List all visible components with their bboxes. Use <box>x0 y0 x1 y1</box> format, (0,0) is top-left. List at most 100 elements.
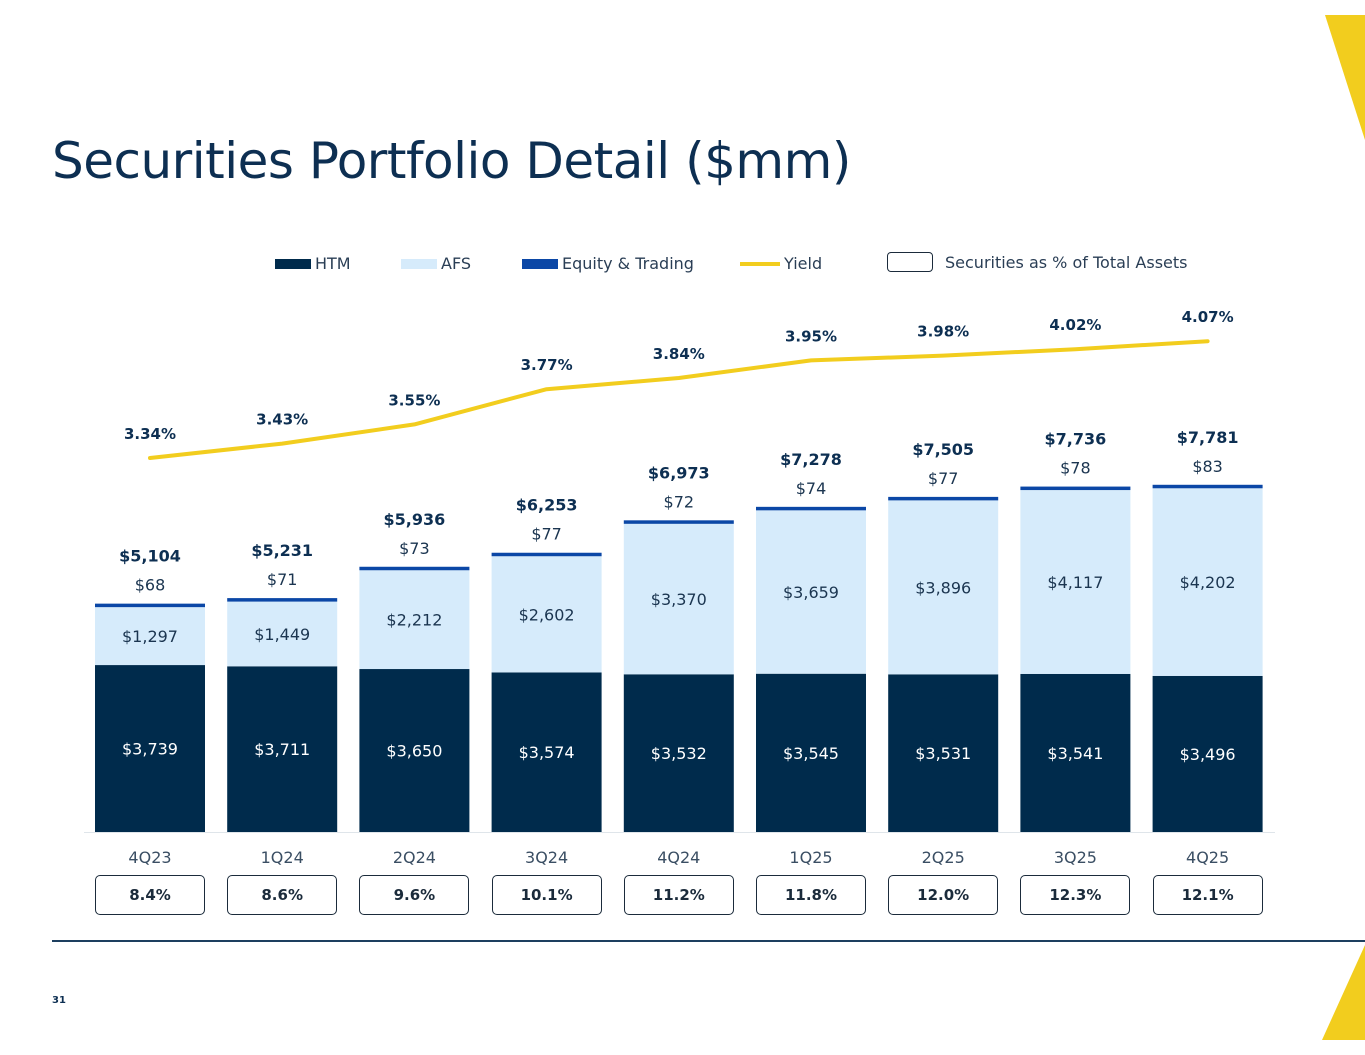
legend-afs: AFS <box>401 254 471 273</box>
bar-afs-4Q23 <box>95 607 205 666</box>
label-yield-1Q25: 3.95% <box>785 327 837 345</box>
legend-yield-swatch <box>740 261 780 266</box>
tick-label-1Q25: 1Q25 <box>789 848 832 867</box>
label-yield-4Q23: 3.34% <box>124 425 176 443</box>
legend-yield: Yield <box>740 254 822 273</box>
tick-label-2Q25: 2Q25 <box>922 848 965 867</box>
tick-label-2Q24: 2Q24 <box>393 848 436 867</box>
label-afs-3Q25: $4,117 <box>1047 573 1103 592</box>
label-total-1Q25: $7,278 <box>780 450 842 469</box>
footer-rule <box>52 940 1365 942</box>
bar-afs-3Q24 <box>491 556 602 673</box>
legend-pct-assets-swatch <box>887 252 933 272</box>
label-equity-1Q25: $74 <box>796 479 827 498</box>
bar-htm-3Q25 <box>1020 673 1131 832</box>
legend-afs-swatch <box>401 258 437 269</box>
legend-pct-assets-label: Securities as % of Total Assets <box>945 252 1188 272</box>
label-total-2Q25: $7,505 <box>912 440 974 459</box>
legend-yield-label: Yield <box>784 254 823 273</box>
label-htm-2Q25: $3,531 <box>915 744 971 763</box>
bar-htm-2Q24 <box>359 669 470 832</box>
label-htm-3Q24: $3,574 <box>519 743 575 762</box>
yield-line <box>148 339 1210 460</box>
bar-equity-4Q25 <box>1152 484 1263 489</box>
tick-label-1Q24: 1Q24 <box>261 848 304 867</box>
tick-label-3Q25: 3Q25 <box>1054 848 1097 867</box>
page-number: 31 <box>52 995 66 1006</box>
legend-htm-label: HTM <box>315 254 351 273</box>
bar-equity-2Q25 <box>888 496 999 501</box>
bar-htm-4Q23 <box>95 665 205 832</box>
bar-afs-3Q25 <box>1020 490 1131 674</box>
label-total-1Q24: $5,231 <box>251 541 313 560</box>
bar-htm-4Q25 <box>1152 675 1263 832</box>
label-htm-4Q25: $3,496 <box>1180 745 1236 764</box>
bar-equity-4Q23 <box>95 603 205 608</box>
label-htm-2Q24: $3,650 <box>386 742 442 761</box>
pct-assets-box-1Q24: 8.6% <box>227 875 338 915</box>
bar-htm-3Q24 <box>491 672 602 832</box>
legend-equity-swatch <box>522 258 558 269</box>
bar-afs-4Q24 <box>623 523 734 675</box>
label-afs-3Q24: $2,602 <box>519 605 575 624</box>
legend-equity-label: Equity & Trading <box>562 254 694 273</box>
label-total-3Q25: $7,736 <box>1045 430 1107 449</box>
pct-assets-box-4Q23: 8.4% <box>95 875 205 915</box>
label-htm-3Q25: $3,541 <box>1047 744 1103 763</box>
bar-htm-4Q24 <box>623 674 734 832</box>
label-total-4Q23: $5,104 <box>119 547 181 566</box>
label-equity-2Q25: $77 <box>928 469 959 488</box>
bar-htm-2Q25 <box>888 674 999 832</box>
legend-htm-swatch <box>275 258 311 269</box>
tick-label-4Q23: 4Q23 <box>128 848 171 867</box>
bar-equity-3Q24 <box>491 552 602 557</box>
bar-afs-4Q25 <box>1152 488 1263 676</box>
bar-afs-2Q24 <box>359 570 470 670</box>
bar-equity-4Q24 <box>623 520 734 524</box>
label-afs-4Q25: $4,202 <box>1180 573 1236 592</box>
pct-assets-box-1Q25: 11.8% <box>756 875 866 915</box>
label-equity-4Q23: $68 <box>135 576 166 595</box>
label-yield-2Q25: 3.98% <box>917 323 969 341</box>
bar-htm-1Q25 <box>756 673 866 832</box>
label-yield-2Q24: 3.55% <box>388 391 440 409</box>
legend-pct-assets: Securities as % of Total Assets <box>887 252 1188 272</box>
pct-assets-box-2Q24: 9.6% <box>359 875 470 915</box>
label-total-4Q24: $6,973 <box>648 463 710 482</box>
bar-equity-1Q24 <box>227 598 338 602</box>
label-yield-4Q25: 4.07% <box>1182 308 1234 326</box>
pct-assets-box-2Q25: 12.0% <box>888 875 999 915</box>
label-yield-3Q25: 4.02% <box>1049 316 1101 334</box>
bar-afs-2Q25 <box>888 500 999 675</box>
bar-afs-1Q24 <box>227 601 338 667</box>
label-afs-4Q24: $3,370 <box>651 590 707 609</box>
legend-afs-label: AFS <box>441 254 472 273</box>
bar-htm-1Q24 <box>227 666 338 832</box>
pct-assets-box-4Q25: 12.1% <box>1152 875 1263 915</box>
label-equity-4Q24: $72 <box>664 492 695 511</box>
bar-equity-1Q25 <box>756 506 866 511</box>
pct-assets-box-3Q24: 10.1% <box>491 875 602 915</box>
label-htm-4Q23: $3,739 <box>122 740 178 759</box>
bar-afs-1Q25 <box>756 510 866 674</box>
label-equity-1Q24: $71 <box>267 570 298 589</box>
label-afs-2Q24: $2,212 <box>386 611 442 630</box>
label-yield-1Q24: 3.43% <box>256 411 308 429</box>
label-total-2Q24: $5,936 <box>384 510 446 529</box>
pct-assets-box-3Q25: 12.3% <box>1020 875 1131 915</box>
chart-legend: HTM AFS Equity & Trading Yield Securitie… <box>0 250 1365 278</box>
label-equity-2Q24: $73 <box>399 539 430 558</box>
bar-equity-2Q24 <box>359 566 470 571</box>
pct-assets-box-4Q24: 11.2% <box>623 875 734 915</box>
label-htm-1Q24: $3,711 <box>254 740 310 759</box>
tick-label-3Q24: 3Q24 <box>525 848 568 867</box>
bar-equity-3Q25 <box>1020 486 1131 491</box>
tick-label-4Q24: 4Q24 <box>657 848 700 867</box>
legend-htm: HTM <box>275 254 351 273</box>
label-htm-1Q25: $3,545 <box>783 744 839 763</box>
label-afs-4Q23: $1,297 <box>122 627 178 646</box>
tick-label-4Q25: 4Q25 <box>1186 848 1229 867</box>
accent-shape-bottom <box>1322 945 1365 1040</box>
label-total-4Q25: $7,781 <box>1177 428 1239 447</box>
